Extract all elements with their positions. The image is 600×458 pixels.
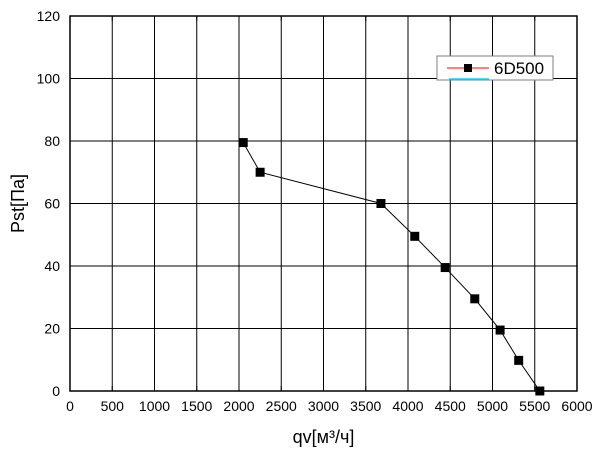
- x-tick-label: 6000: [561, 398, 592, 414]
- y-tick-label: 120: [37, 8, 61, 24]
- y-tick-label: 0: [52, 383, 60, 399]
- legend: 6D500: [436, 55, 554, 81]
- data-point: [514, 355, 524, 365]
- legend-marker: [464, 64, 472, 72]
- x-tick-label: 3500: [350, 398, 381, 414]
- x-tick-label: 1000: [139, 398, 170, 414]
- data-point: [255, 167, 265, 177]
- y-tick-label: 60: [44, 196, 60, 212]
- x-tick-label: 1500: [181, 398, 212, 414]
- x-tick-label: 4000: [392, 398, 423, 414]
- x-tick-label: 2000: [223, 398, 254, 414]
- x-tick-label: 5000: [477, 398, 508, 414]
- x-tick-label: 4500: [435, 398, 466, 414]
- x-tick-label: 3000: [308, 398, 339, 414]
- x-tick-label: 0: [66, 398, 74, 414]
- data-point: [410, 231, 420, 241]
- y-tick-label: 80: [44, 133, 60, 149]
- legend-label: 6D500: [494, 59, 544, 78]
- data-point: [238, 138, 248, 148]
- data-point: [495, 325, 505, 335]
- x-tick-label: 5500: [519, 398, 550, 414]
- x-tick-label: 500: [101, 398, 125, 414]
- x-tick-label: 2500: [266, 398, 297, 414]
- y-axis-title: Pst[Па]: [8, 174, 28, 233]
- y-tick-label: 100: [37, 71, 61, 87]
- y-tick-label: 40: [44, 258, 60, 274]
- data-point: [440, 263, 450, 273]
- data-point: [376, 199, 386, 208]
- y-tick-label: 20: [44, 321, 60, 337]
- x-axis-title: qv[м³/ч]: [293, 427, 355, 447]
- data-point: [470, 294, 480, 304]
- ticks: 0 500 1000 1500 2000 2500 3000 3500 4000 4500 5000…: [37, 8, 593, 414]
